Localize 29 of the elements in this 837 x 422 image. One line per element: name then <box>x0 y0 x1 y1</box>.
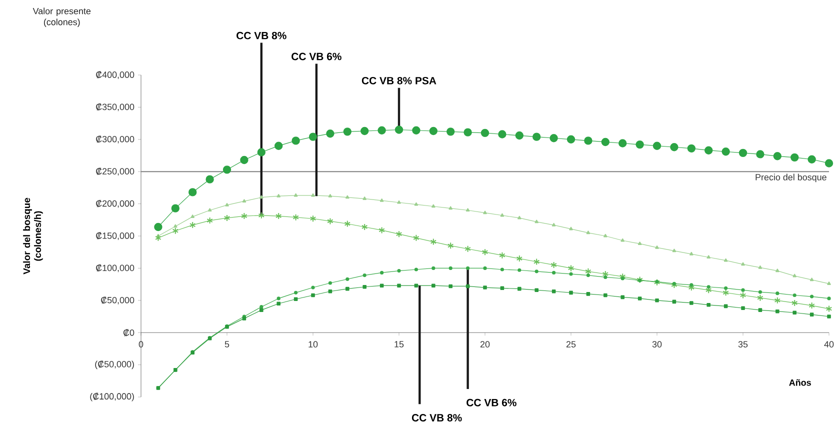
y-tick-label: (₡50,000) <box>95 360 134 370</box>
y-tick-label: ₡400,000 <box>96 71 134 79</box>
text: Valor presente (colones) <box>32 8 91 27</box>
x-tick-label: 10 <box>308 341 318 348</box>
y-tick-label: ₡0 <box>123 328 134 336</box>
x-axis-title: Años <box>789 379 811 386</box>
x-tick-label: 30 <box>652 341 662 348</box>
y-tick-label: ₡350,000 <box>96 103 134 112</box>
y-tick-label: ₡250,000 <box>96 168 134 176</box>
y-tick-label: ₡150,000 <box>96 232 134 240</box>
x-tick-label: 0 <box>138 341 144 348</box>
annotation: CC VB 8% <box>236 32 286 40</box>
annotation: CC VB 6% <box>292 52 342 60</box>
x-tick-label: 5 <box>224 341 230 348</box>
y-tick-label: ₡100,000 <box>96 264 134 272</box>
annotation: CC VB 6% <box>466 398 516 406</box>
y-tick-label: ₡200,000 <box>96 200 134 208</box>
annotation: CC VB 8% PSA <box>362 76 436 84</box>
x-tick-label: 15 <box>394 341 404 348</box>
x-tick-label: 20 <box>480 341 490 348</box>
y-tick-label: (₡100,000) <box>90 392 134 402</box>
x-tick-label: 35 <box>738 341 748 348</box>
x-tick-label: 25 <box>566 341 576 348</box>
y-tick-label: ₡50,000 <box>101 296 134 304</box>
y-tick-label: ₡300,000 <box>96 135 134 144</box>
ref-line-label: Precio del bosque <box>756 174 826 182</box>
x-tick-label: 40 <box>824 341 834 348</box>
annotation: CC VB 8% <box>412 414 462 422</box>
y-axis-title: Valor del bosque (colones/h) <box>23 198 43 274</box>
